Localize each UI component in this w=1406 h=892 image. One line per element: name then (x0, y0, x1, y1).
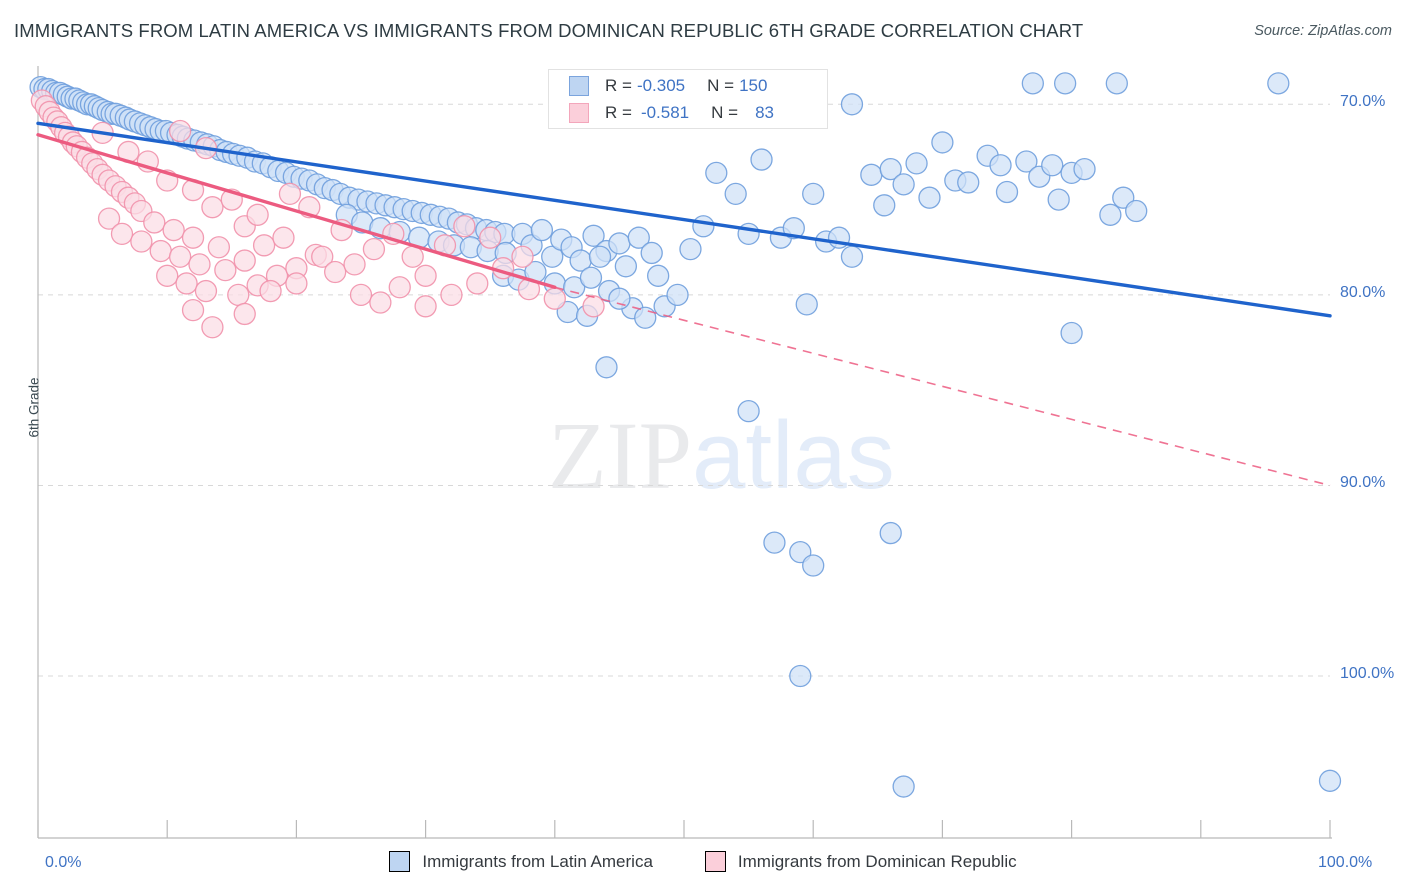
source-attribution: Source: ZipAtlas.com (1254, 23, 1392, 39)
y-axis-tick-100: 100.0% (1340, 665, 1395, 682)
n-label-blue: N = (707, 76, 735, 95)
r-label-pink: R = (605, 103, 632, 122)
r-value-blue: -0.305 (636, 76, 686, 95)
watermark: ZIPatlas (548, 408, 895, 504)
legend-color-latin-america (389, 851, 411, 872)
stats-row-latin-america: R = -0.305 N = 150 (549, 73, 827, 99)
legend-swatch-dominican-republic (569, 103, 589, 123)
series-points (29, 72, 1342, 798)
watermark-zip: ZIP (548, 402, 692, 509)
legend-color-dominican-republic (704, 851, 726, 872)
y-axis-label: 6th Grade (26, 377, 42, 438)
x-axis-max-label: 100.0% (1318, 854, 1373, 871)
r-label-blue: R = (605, 76, 632, 95)
legend-item-dominican-republic[interactable]: Immigrants from Dominican Republic (704, 851, 1017, 872)
n-value-blue: 150 (739, 76, 768, 95)
y-axis-tick-70: 70.0% (1340, 93, 1386, 111)
legend-label-latin-america: Immigrants from Latin America (422, 851, 653, 871)
series-points (30, 89, 605, 339)
series-legend: Immigrants from Latin America Immigrants… (0, 851, 1406, 872)
r-value-pink: -0.581 (640, 103, 690, 122)
stats-row-dominican-republic: R = -0.581 N = 83 (549, 100, 827, 126)
correlation-stats-legend: R = -0.305 N = 150 R = -0.581 N = 83 (548, 69, 828, 129)
page-title: IMMIGRANTS FROM LATIN AMERICA VS IMMIGRA… (14, 20, 1084, 41)
watermark-atlas: atlas (692, 402, 895, 509)
x-axis-min-label: 0.0% (45, 854, 82, 871)
legend-item-latin-america[interactable]: Immigrants from Latin America (389, 851, 653, 872)
legend-swatch-latin-america (569, 76, 589, 96)
legend-label-dominican-republic: Immigrants from Dominican Republic (737, 851, 1017, 871)
n-label-pink: N = (711, 103, 739, 122)
y-axis-tick-80: 80.0% (1340, 283, 1386, 301)
n-value-pink: 83 (755, 103, 774, 122)
y-axis-tick-90: 90.0% (1340, 474, 1386, 492)
